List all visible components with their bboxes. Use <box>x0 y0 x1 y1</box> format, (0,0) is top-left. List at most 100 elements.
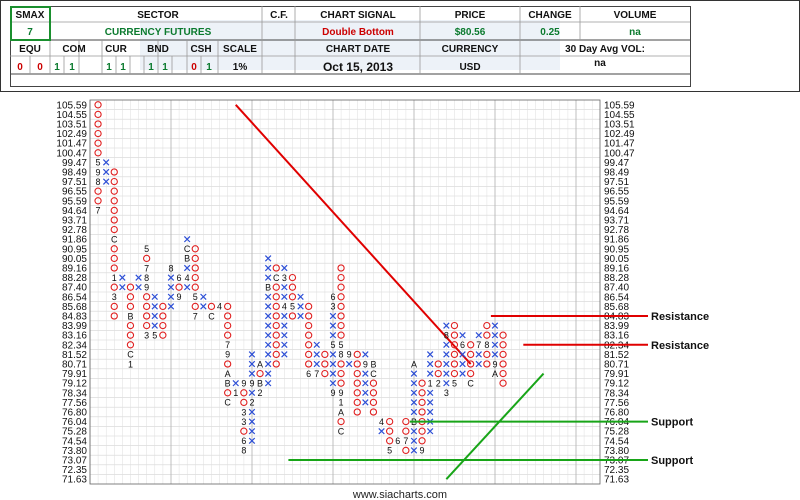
pnf-o-mark <box>499 331 507 339</box>
pnf-x-mark <box>475 351 482 358</box>
pnf-month-label: 2 <box>258 388 263 398</box>
pnf-month-label: 7 <box>144 263 149 273</box>
pnf-month-label: 9 <box>249 379 254 389</box>
pnf-o-mark <box>499 360 507 368</box>
y-tick-label-left: 105.59 <box>56 100 87 111</box>
watermark-text: www.siacharts.com <box>352 489 447 500</box>
pnf-o-mark <box>94 129 102 138</box>
pnf-month-label: 7 <box>225 340 230 350</box>
y-tick-label-right: 95.59 <box>604 196 629 207</box>
cur-label: CUR <box>105 44 127 55</box>
pnf-x-mark <box>410 447 418 454</box>
pnf-chart: 105.59104.55103.51102.49101.47100.4799.4… <box>0 92 800 500</box>
pnf-o-mark <box>272 312 280 320</box>
pnf-o-mark <box>450 350 459 359</box>
pnf-x-mark <box>491 331 499 339</box>
y-tick-label-left: 79.12 <box>62 379 87 390</box>
pnf-month-label: 3 <box>444 388 449 398</box>
pnf-month-label: 6 <box>177 273 182 283</box>
pnf-x-mark <box>167 293 175 301</box>
pnf-o-mark <box>369 389 378 397</box>
pnf-o-mark <box>256 369 264 378</box>
y-tick-label-left: 87.40 <box>62 283 87 294</box>
pnf-o-mark <box>418 379 426 387</box>
pnf-o-mark <box>385 417 394 426</box>
pnf-o-mark <box>110 283 118 291</box>
pnf-o-mark <box>159 302 167 311</box>
pnf-x-mark <box>426 370 434 377</box>
bnd-value-2: 1 <box>162 62 168 73</box>
pnf-o-mark <box>94 139 102 147</box>
pnf-o-mark <box>483 321 491 330</box>
pnf-x-mark <box>264 331 272 339</box>
pnf-x-mark <box>281 331 288 339</box>
pnf-o-mark <box>321 360 329 368</box>
pnf-month-label: 8 <box>168 263 173 273</box>
pnf-x-mark <box>151 322 158 329</box>
pnf-x-mark <box>426 408 434 416</box>
y-tick-label-left: 97.51 <box>62 177 87 188</box>
equ-value-1: 0 <box>17 62 23 73</box>
pnf-o-mark <box>142 254 151 263</box>
pnf-month-label: A <box>411 359 417 369</box>
pnf-month-label: C <box>208 311 215 321</box>
pnf-x-mark <box>443 351 450 358</box>
y-tick-label-left: 98.49 <box>62 168 87 179</box>
pnf-month-label: 7 <box>403 436 408 446</box>
pnf-o-mark <box>126 321 135 330</box>
pnf-x-mark <box>378 427 385 435</box>
y-tick-label-left: 92.78 <box>62 225 87 236</box>
y-tick-label-right: 81.52 <box>604 350 629 361</box>
y-tick-label-right: 89.16 <box>604 264 629 275</box>
plot-frame <box>89 99 601 485</box>
pnf-o-mark <box>466 350 475 359</box>
y-tick-label-right: 98.49 <box>604 168 629 179</box>
pnf-month-label: 9 <box>144 283 149 293</box>
pnf-x-mark <box>345 360 353 368</box>
pnf-o-mark <box>110 187 118 195</box>
pnf-month-label: 3 <box>144 331 149 341</box>
y-tick-label-left: 90.05 <box>62 254 87 265</box>
y-tick-label-left: 71.63 <box>62 475 87 486</box>
y-tick-label-right: 102.49 <box>604 129 635 140</box>
pnf-month-label: 4 <box>379 417 384 427</box>
pnf-o-mark <box>110 206 118 215</box>
pnf-x-mark <box>459 370 466 377</box>
pnf-o-mark <box>369 398 378 407</box>
pnf-x-mark <box>248 427 256 435</box>
pnf-month-label: 6 <box>460 340 465 350</box>
y-tick-label-left: 76.04 <box>62 417 87 428</box>
pnf-x-mark <box>297 303 304 310</box>
pnf-x-mark <box>248 389 256 397</box>
csh-value-2: 1 <box>206 62 212 73</box>
y-tick-label-left: 84.83 <box>62 312 87 323</box>
pnf-o-mark <box>337 379 345 387</box>
pnf-o-mark <box>304 312 313 320</box>
trendline-bullish-support <box>445 372 545 480</box>
pnf-o-mark <box>142 302 151 311</box>
pnf-o-mark <box>207 302 216 311</box>
y-tick-label-left: 73.80 <box>62 446 87 457</box>
pnf-x-mark <box>264 312 272 320</box>
pnf-o-mark <box>223 321 232 330</box>
pnf-month-label: C <box>467 379 474 389</box>
pnf-o-mark <box>223 312 232 320</box>
pnf-month-label: 9 <box>330 388 335 398</box>
pnf-month-label: C <box>370 369 377 379</box>
y-tick-label-left: 104.55 <box>56 110 87 121</box>
y-tick-label-left: 102.49 <box>56 129 87 140</box>
pnf-o-mark <box>110 225 118 234</box>
pnf-o-mark <box>94 197 102 205</box>
pnf-x-mark <box>183 264 191 272</box>
pnf-o-mark <box>288 273 297 282</box>
volume-label: VOLUME <box>614 10 657 21</box>
pnf-x-mark <box>248 418 256 425</box>
y-tick-label-right: 93.71 <box>604 216 629 227</box>
pnf-o-mark <box>385 427 394 435</box>
sector-label: SECTOR <box>137 10 179 21</box>
bnd-label: BND <box>147 44 169 55</box>
price-label: PRICE <box>455 10 486 21</box>
pnf-o-mark <box>191 264 199 272</box>
volume-value: na <box>629 27 641 38</box>
